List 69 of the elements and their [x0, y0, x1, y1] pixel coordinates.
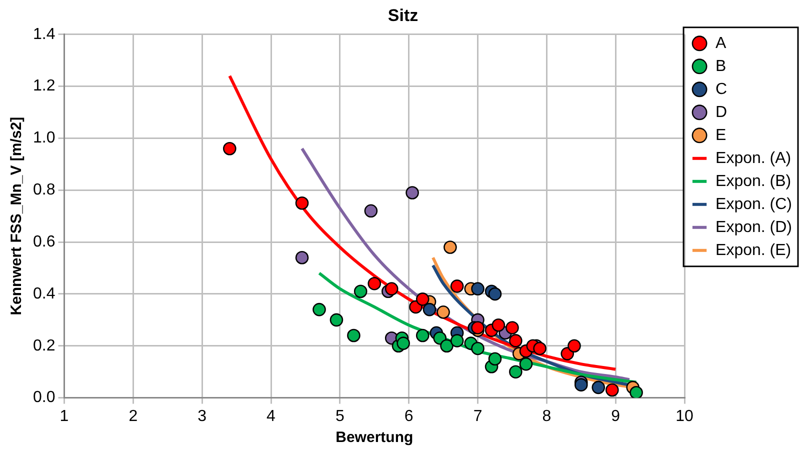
point — [396, 336, 410, 350]
point — [592, 380, 606, 394]
point — [568, 339, 581, 353]
point — [406, 186, 419, 200]
point — [533, 342, 546, 356]
y-axis-title: Kennwert FSS_Mn_V [m/s2] — [8, 116, 26, 316]
point — [312, 302, 326, 316]
point — [488, 352, 502, 366]
point — [416, 328, 430, 342]
point — [630, 386, 643, 398]
legend-label: Expon. (B) — [716, 172, 792, 190]
point — [364, 204, 378, 218]
point — [471, 321, 484, 334]
point — [606, 383, 619, 397]
point — [295, 250, 309, 264]
y-tick-label: 0.2 — [32, 337, 56, 354]
point — [506, 321, 519, 334]
x-tick-label: 5 — [335, 408, 344, 425]
legend-label: Expon. (A) — [716, 150, 792, 167]
x-tick-label: 10 — [676, 408, 694, 425]
legend-label: A — [716, 34, 727, 52]
point — [347, 328, 360, 342]
point — [368, 276, 382, 290]
y-tick-label: 0.0 — [32, 389, 56, 406]
point — [354, 284, 368, 298]
legend-label: Expon. (D) — [716, 218, 792, 236]
y-tick-label: 1.4 — [32, 26, 56, 43]
x-axis-title: Bewertung — [336, 429, 414, 446]
legend-label: E — [716, 126, 726, 144]
line-series — [228, 74, 618, 371]
legend-label: Expon. (C) — [716, 196, 792, 213]
x-tick-label: 3 — [198, 408, 207, 425]
x-tick-label: 1 — [60, 408, 69, 425]
point — [444, 240, 457, 254]
point — [440, 339, 454, 353]
legend-label: C — [716, 80, 728, 98]
x-tick-label: 4 — [266, 408, 276, 425]
point — [450, 334, 464, 348]
x-tick-label: 2 — [128, 408, 138, 425]
point — [409, 300, 422, 314]
point — [509, 334, 522, 348]
x-tick-label: 7 — [473, 408, 482, 425]
y-tick-label: 1.0 — [32, 130, 56, 147]
legend-label: D — [716, 104, 728, 121]
point — [471, 342, 484, 356]
x-tick-label: 9 — [611, 408, 620, 425]
y-tick-label: 0.4 — [32, 285, 56, 302]
point — [436, 305, 450, 319]
point — [492, 318, 506, 332]
point — [422, 302, 436, 316]
point — [223, 142, 236, 156]
point — [295, 196, 309, 210]
point — [450, 280, 464, 293]
y-tick-label: 0.6 — [32, 233, 56, 250]
x-tick-label: 8 — [542, 408, 552, 425]
x-tick-label: 6 — [404, 408, 414, 425]
point — [330, 313, 344, 327]
point — [384, 282, 398, 296]
y-tick-label: 0.8 — [32, 182, 56, 199]
point — [471, 282, 484, 296]
y-tick-label: 1.2 — [32, 78, 56, 95]
legend-label: B — [716, 58, 726, 75]
point — [574, 378, 588, 392]
point — [488, 287, 502, 301]
point — [416, 292, 430, 306]
chart-title: Sitz — [388, 6, 418, 25]
legend-label: Expon. (E) — [716, 242, 792, 259]
point — [509, 365, 522, 378]
point — [519, 357, 533, 371]
